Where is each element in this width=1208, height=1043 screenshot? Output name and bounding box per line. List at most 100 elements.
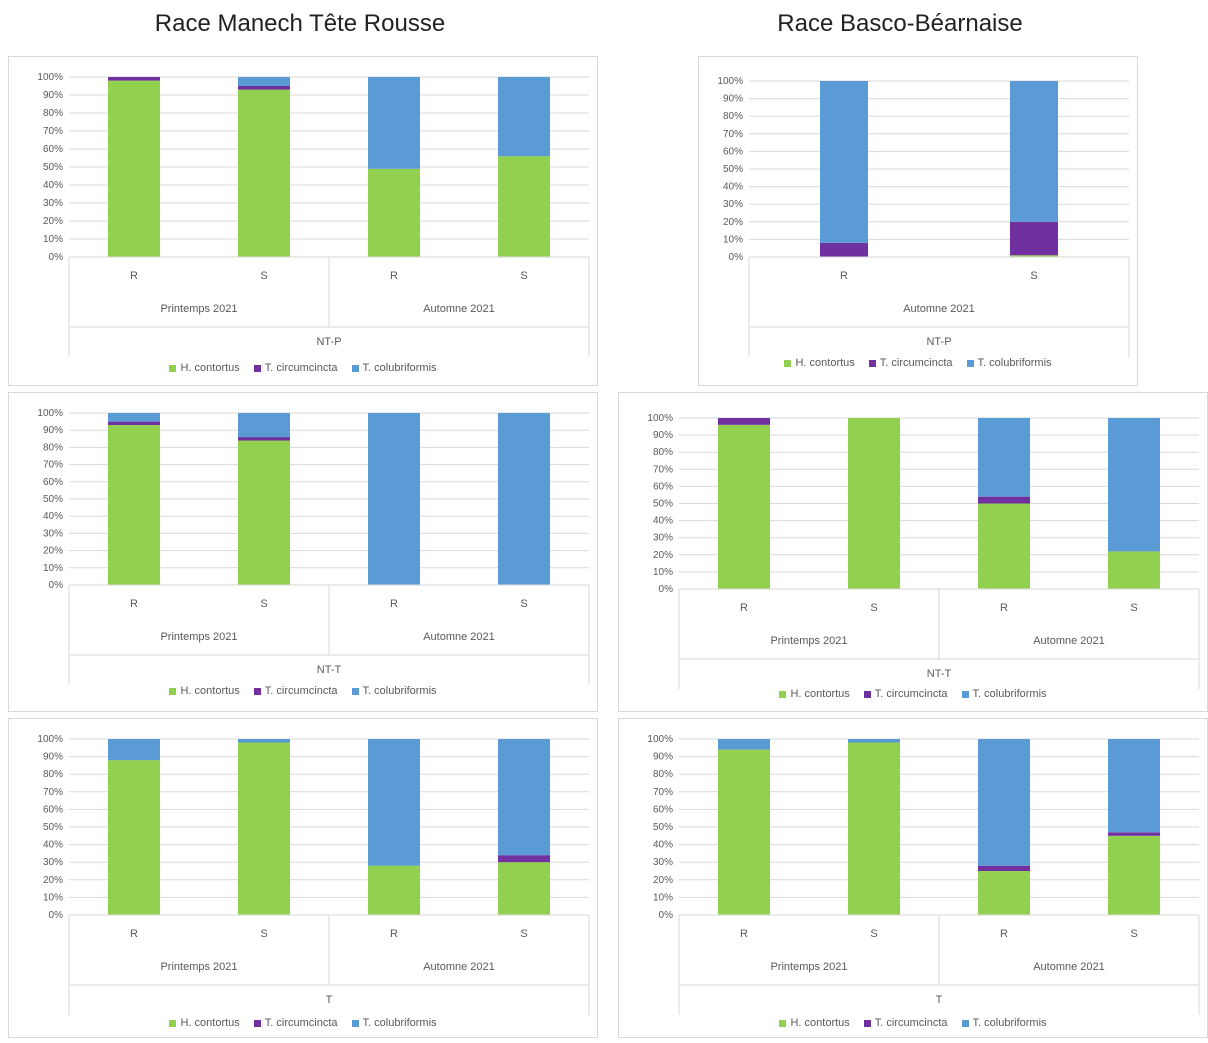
- right-column-title: Race Basco-Béarnaise: [777, 10, 1023, 37]
- y-tick-label: 30%: [723, 199, 743, 210]
- legend-label: H. contortus: [180, 362, 240, 374]
- y-tick-label: 100%: [37, 72, 63, 83]
- y-tick-label: 40%: [723, 182, 743, 193]
- group-label: Printemps 2021: [160, 303, 237, 315]
- y-tick-label: 50%: [653, 499, 673, 510]
- y-tick-label: 70%: [653, 464, 673, 475]
- legend-label: H. contortus: [180, 685, 240, 697]
- chart-svg: 0% 10% 20% 30% 40% 50% 60% 70% 80% 90% 100% R S R S Pri…: [37, 72, 590, 357]
- legend-item: H. contortus: [169, 685, 240, 697]
- y-tick-label: 20%: [43, 216, 63, 227]
- legend-label: T. colubriformis: [362, 685, 437, 697]
- category-label: S: [260, 928, 267, 940]
- condition-label: T: [936, 994, 943, 1006]
- bar-segment-h-contortus: [498, 156, 550, 257]
- legend-item: T. circumcincta: [868, 357, 953, 369]
- legend-item: H. contortus: [779, 1017, 850, 1029]
- bar-segment-t-colubriformis: [238, 413, 290, 438]
- category-label: R: [740, 928, 748, 940]
- y-tick-label: 10%: [723, 234, 743, 245]
- y-tick-label: 20%: [653, 550, 673, 561]
- bar-segment-t-colubriformis: [108, 739, 160, 761]
- bar-segment-h-contortus: [238, 89, 290, 257]
- legend-swatch: [779, 1019, 787, 1027]
- bar-segment-h-contortus: [1010, 255, 1058, 257]
- bar-segment-t-colubriformis: [718, 739, 770, 750]
- legend-label: T. circumcincta: [874, 688, 948, 700]
- category-label: S: [260, 270, 267, 282]
- bar-segment-t-circumcincta: [238, 86, 290, 90]
- bar-segment-h-contortus: [108, 80, 160, 257]
- group-label: Automne 2021: [423, 303, 495, 315]
- category-label: S: [520, 598, 527, 610]
- group-label: Automne 2021: [1033, 635, 1105, 647]
- category-label: R: [130, 270, 138, 282]
- category-label: R: [840, 270, 848, 282]
- legend-swatch: [169, 687, 177, 695]
- legend-item: T. colubriformis: [961, 688, 1047, 700]
- y-tick-label: 0%: [49, 910, 64, 921]
- legend-item: H. contortus: [779, 688, 850, 700]
- category-label: R: [390, 928, 398, 940]
- bar-segment-t-colubriformis: [498, 77, 550, 157]
- bar-segment-h-contortus: [108, 760, 160, 915]
- chart-panel-basco-t: 0% 10% 20% 30% 40% 50% 60% 70% 80% 90% 100% R S R S Pri…: [618, 718, 1208, 1038]
- bar-segment-t-colubriformis: [238, 77, 290, 86]
- legend-swatch: [169, 1019, 177, 1027]
- y-tick-label: 90%: [653, 752, 673, 763]
- bar-segment-t-circumcincta: [978, 865, 1030, 871]
- legend-swatch: [961, 690, 969, 698]
- chart-svg: 0% 10% 20% 30% 40% 50% 60% 70% 80% 90% 100% R S Autom…: [717, 76, 1130, 357]
- legend-item: T. circumcincta: [253, 685, 338, 697]
- y-tick-label: 60%: [43, 804, 63, 815]
- bar-segment-t-circumcincta: [498, 855, 550, 863]
- y-tick-label: 100%: [647, 413, 673, 424]
- y-tick-label: 70%: [43, 126, 63, 137]
- category-label: S: [1130, 602, 1137, 614]
- y-tick-label: 70%: [43, 787, 63, 798]
- chart-legend: H. contortus T. circumcincta T. colubrifor…: [9, 1017, 597, 1029]
- y-tick-label: 50%: [43, 822, 63, 833]
- bar-segment-h-contortus: [368, 168, 420, 257]
- y-tick-label: 50%: [653, 822, 673, 833]
- legend-swatch: [863, 1019, 871, 1027]
- legend-label: T. circumcincta: [264, 1017, 338, 1029]
- legend-swatch: [351, 364, 359, 372]
- condition-label: NT-T: [317, 664, 342, 676]
- legend-label: T. colubriformis: [972, 688, 1047, 700]
- bar-segment-t-colubriformis: [498, 413, 550, 585]
- chart-panel-basco-nt-p: 0% 10% 20% 30% 40% 50% 60% 70% 80% 90% 100% R S Autom…: [698, 56, 1138, 386]
- category-label: S: [870, 928, 877, 940]
- y-tick-label: 100%: [37, 408, 63, 419]
- chart-svg: 0% 10% 20% 30% 40% 50% 60% 70% 80% 90% 100% R S R S Pri…: [647, 413, 1200, 689]
- legend-item: T. colubriformis: [961, 1017, 1047, 1029]
- y-tick-label: 20%: [43, 546, 63, 557]
- y-tick-label: 80%: [723, 111, 743, 122]
- legend-label: T. colubriformis: [362, 1017, 437, 1029]
- category-label: R: [740, 602, 748, 614]
- y-tick-label: 60%: [653, 804, 673, 815]
- bar-segment-h-contortus: [1108, 551, 1160, 589]
- bar-segment-t-circumcincta: [108, 421, 160, 426]
- bar-segment-t-circumcincta: [1108, 832, 1160, 836]
- y-tick-label: 0%: [659, 584, 674, 595]
- legend-item: H. contortus: [169, 362, 240, 374]
- condition-label: NT-P: [926, 336, 951, 348]
- legend-swatch: [868, 359, 876, 367]
- y-tick-label: 100%: [647, 734, 673, 745]
- y-tick-label: 80%: [43, 108, 63, 119]
- legend-item: T. colubriformis: [351, 1017, 437, 1029]
- group-label: Printemps 2021: [160, 961, 237, 973]
- y-tick-label: 90%: [43, 90, 63, 101]
- y-tick-label: 0%: [659, 910, 674, 921]
- chart-svg: 0% 10% 20% 30% 40% 50% 60% 70% 80% 90% 100% R S R S Pri…: [647, 734, 1200, 1015]
- chart-svg: 0% 10% 20% 30% 40% 50% 60% 70% 80% 90% 100% R S R S Pri…: [37, 734, 590, 1015]
- y-tick-label: 40%: [43, 511, 63, 522]
- y-tick-label: 90%: [43, 752, 63, 763]
- category-label: S: [1030, 270, 1037, 282]
- y-tick-label: 70%: [723, 129, 743, 140]
- group-label: Automne 2021: [1033, 961, 1105, 973]
- bar-segment-t-colubriformis: [108, 413, 160, 422]
- legend-item: T. circumcincta: [863, 688, 948, 700]
- y-tick-label: 60%: [723, 146, 743, 157]
